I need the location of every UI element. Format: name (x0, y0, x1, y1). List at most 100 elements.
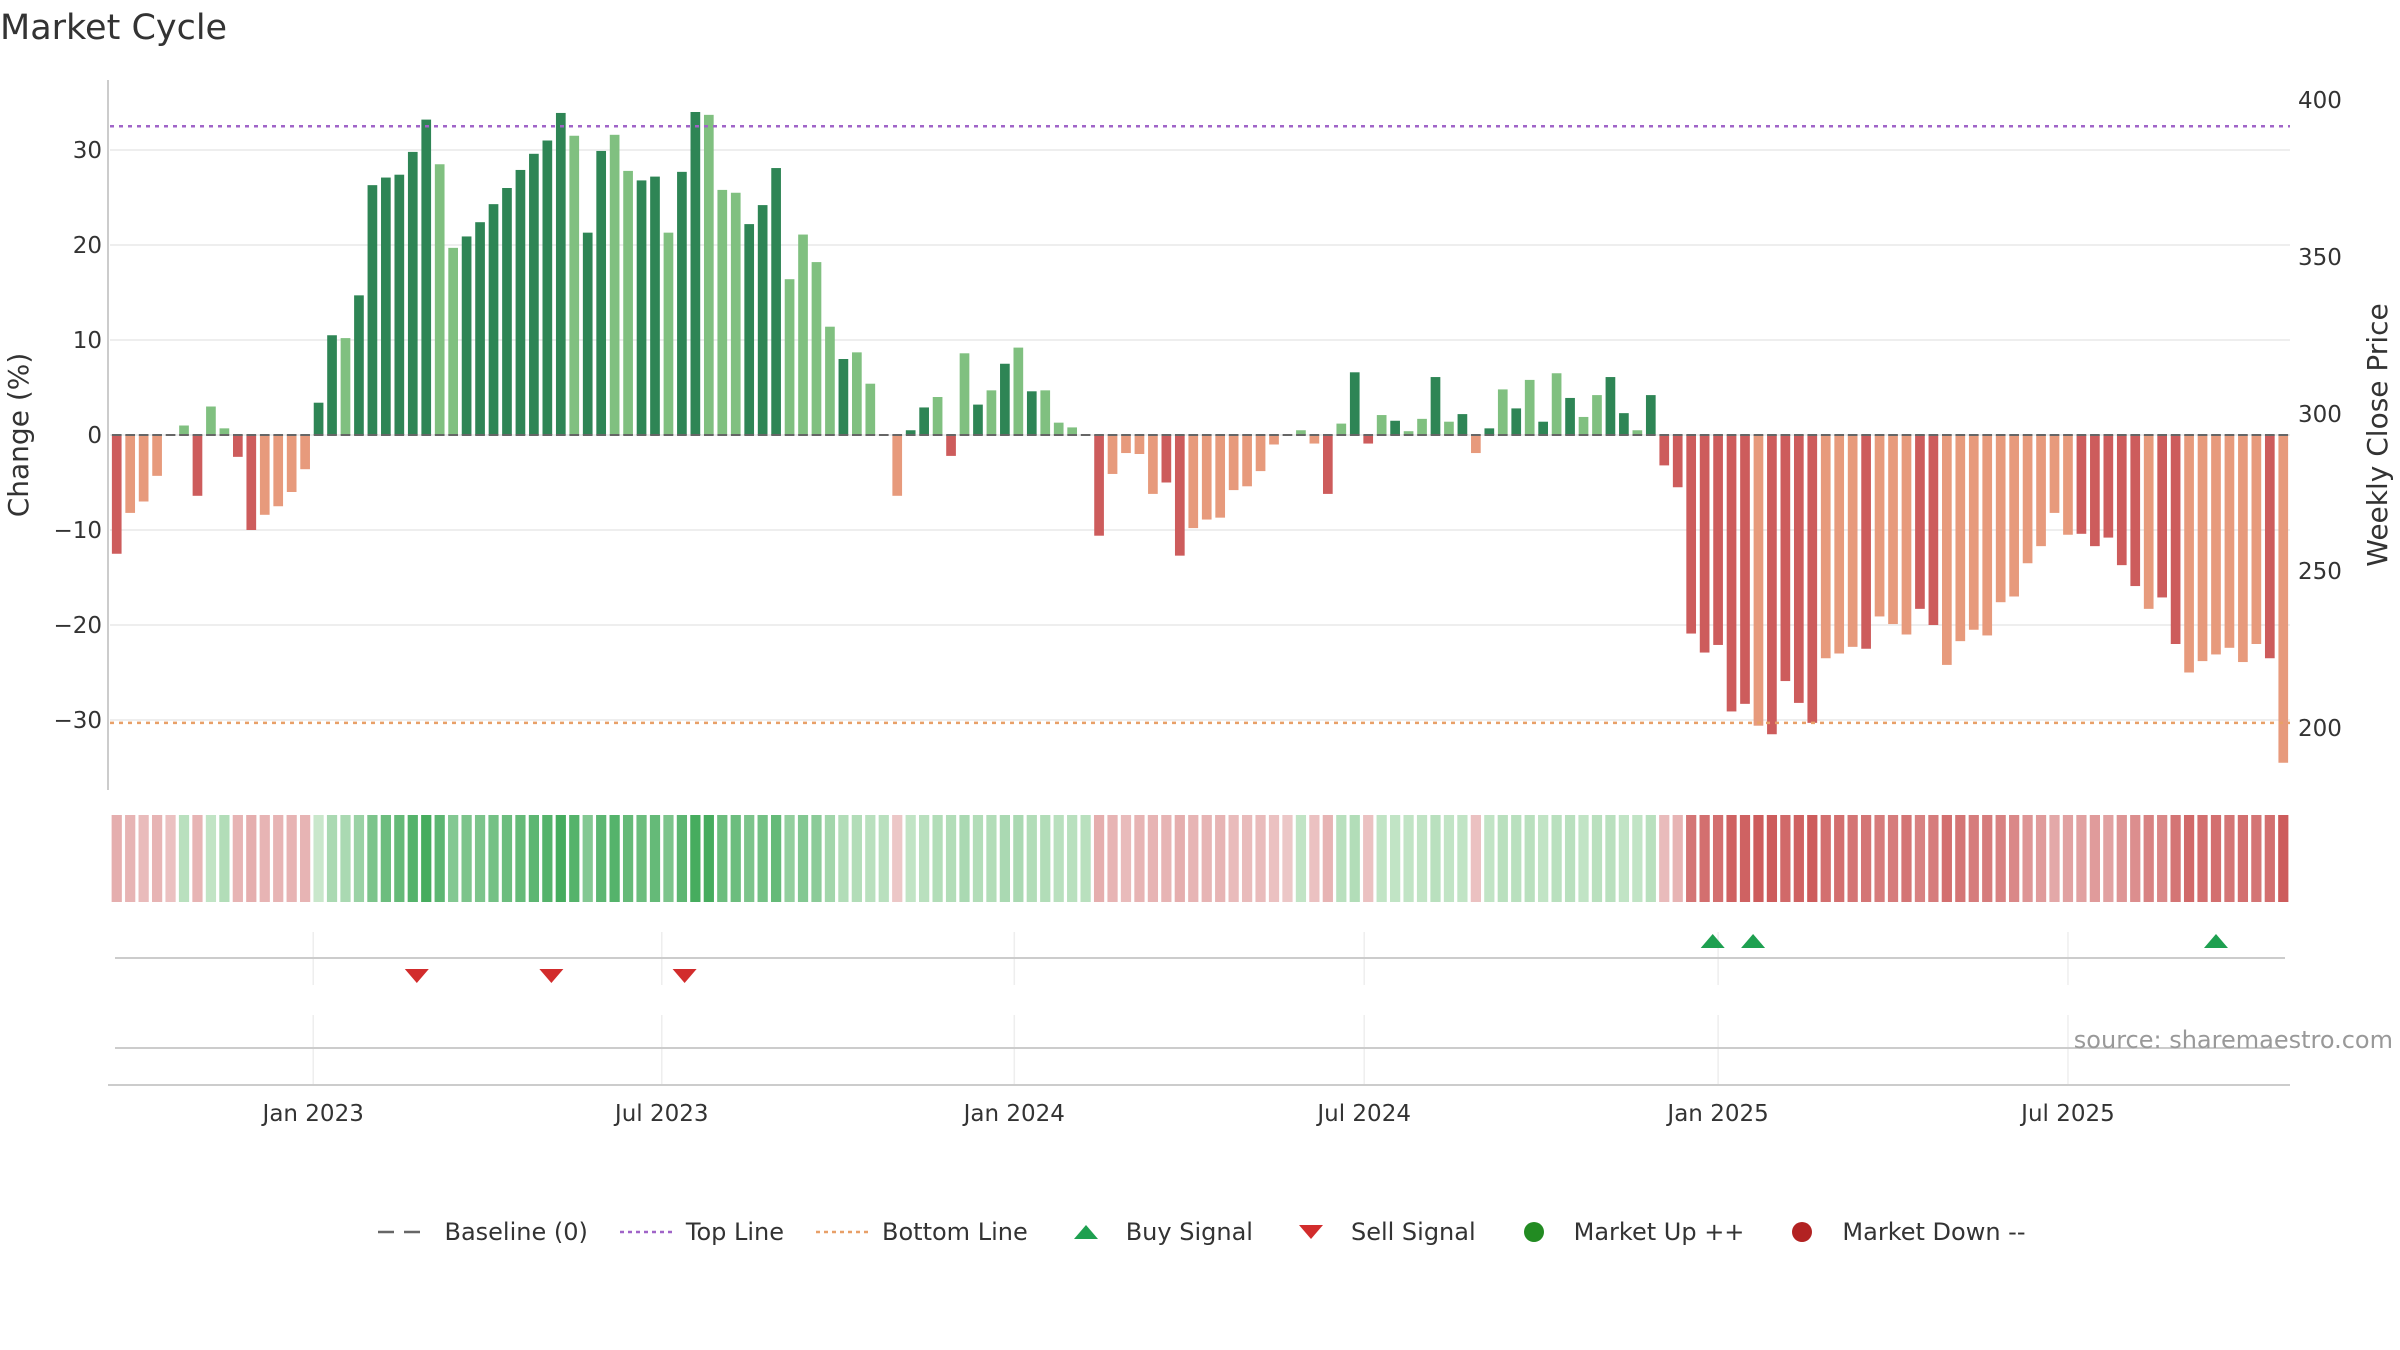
y2-tick-label: 300 (2298, 402, 2342, 428)
heat-cell (2009, 815, 2020, 902)
heat-cell (2264, 815, 2275, 902)
heat-cell (770, 815, 782, 902)
bar (892, 435, 903, 496)
heat-cell (1887, 815, 1899, 902)
bar (596, 150, 607, 435)
bar (515, 169, 526, 435)
bar (825, 326, 835, 435)
heat-cell (1699, 815, 1710, 902)
bar-series (111, 112, 2289, 763)
bar (2184, 435, 2194, 673)
heat-cell (2278, 815, 2289, 902)
legend-top-line: Top Line (616, 1218, 784, 1246)
bar (219, 428, 230, 435)
heat-cell (380, 815, 391, 902)
bar (1296, 430, 1306, 435)
heat-cell (219, 815, 230, 902)
bar (1040, 390, 1051, 435)
bar (919, 407, 929, 435)
bar (192, 435, 203, 496)
x-tick-label: Jul 2024 (1315, 1101, 1411, 1127)
heat-cell (192, 815, 203, 902)
bar (1672, 435, 1683, 488)
bar (1309, 435, 1320, 444)
heat-cell (2170, 815, 2181, 902)
y-tick-label: −30 (53, 708, 102, 734)
bar (1619, 413, 1629, 435)
bar (703, 114, 714, 435)
heat-cell (1659, 815, 1670, 902)
heat-cell (1201, 815, 1212, 902)
bar (2224, 435, 2235, 648)
heat-cell (1538, 815, 1549, 902)
bar (986, 390, 997, 435)
bar (1174, 435, 1185, 556)
bar (1026, 391, 1037, 435)
bar (542, 140, 553, 435)
heat-cell (501, 815, 513, 902)
y-tick-label: −20 (53, 613, 102, 639)
bar (1578, 416, 1589, 435)
heat-cell (1443, 815, 1455, 902)
heat-cell (959, 815, 970, 902)
heat-cell (703, 815, 714, 902)
bar (1336, 423, 1347, 435)
legend-label: Market Down -- (1842, 1218, 2026, 1246)
heat-cell (528, 815, 540, 902)
bar (932, 397, 943, 435)
bar (650, 176, 660, 435)
reference-lines (110, 125, 2290, 725)
bar (2036, 435, 2046, 547)
bar (2049, 435, 2060, 513)
heat-cell (286, 815, 297, 902)
bar (1000, 363, 1010, 435)
buy-signal-marker (1741, 934, 1766, 948)
bar (1982, 435, 1993, 636)
heat-cell (1739, 815, 1751, 902)
heat-cell (1241, 815, 1253, 902)
bar (1928, 435, 1939, 625)
heat-cell (744, 815, 755, 902)
bar (434, 164, 445, 435)
bar (838, 359, 849, 435)
y-axis-title: Change (%) (2, 353, 35, 518)
bar (1659, 435, 1670, 466)
grid-lines (110, 149, 2290, 721)
heat-cell (972, 815, 984, 902)
heat-cell (663, 815, 674, 902)
heat-cell (730, 815, 741, 902)
heat-cell (1363, 815, 1374, 902)
heat-cell (757, 815, 768, 902)
heat-cell (111, 815, 122, 902)
bar (475, 222, 485, 435)
heat-cell (1147, 815, 1159, 902)
legend-baseline: Baseline (0) (374, 1218, 588, 1246)
heat-cell (515, 815, 526, 902)
bar (798, 234, 808, 435)
heat-cell (246, 815, 257, 902)
bar (1067, 427, 1078, 435)
heat-cell (326, 815, 338, 902)
bar (1538, 421, 1548, 435)
heat-cell (2035, 815, 2047, 902)
page-title: Market Cycle (0, 8, 228, 48)
bar (448, 247, 458, 435)
heat-cell (1834, 815, 1845, 902)
circle-red-icon (1772, 1219, 1832, 1245)
heat-cell (1053, 815, 1064, 902)
heat-cell (138, 815, 149, 902)
heat-cell (2062, 815, 2074, 902)
y2-tick-label: 350 (2298, 245, 2342, 271)
bar (1888, 435, 1898, 625)
heat-cell (178, 815, 190, 902)
bar (1632, 430, 1643, 435)
heat-cell (582, 815, 593, 902)
heat-cell (1457, 815, 1468, 902)
bar (1215, 435, 1226, 518)
bar (1699, 435, 1710, 653)
heat-cell (676, 815, 688, 902)
heat-cell (2076, 815, 2087, 902)
bar (1148, 435, 1158, 494)
bar (1497, 389, 1508, 435)
heat-cell (474, 815, 486, 902)
